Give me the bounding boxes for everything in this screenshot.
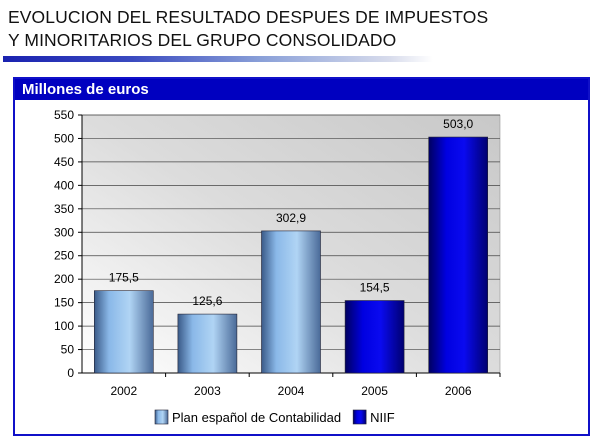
- bar-2003: [177, 313, 238, 374]
- title-line-2: Y MINORITARIOS DEL GRUPO CONSOLIDADO: [8, 30, 397, 50]
- data-label: 302,9: [276, 211, 306, 225]
- data-label: 503,0: [443, 117, 473, 131]
- chart-panel: Millones de euros: [13, 77, 590, 436]
- y-tick-label: 450: [54, 155, 74, 169]
- bar-2006: [428, 136, 489, 374]
- x-tick-label: 2005: [361, 384, 388, 398]
- y-tick-label: 500: [54, 131, 74, 145]
- legend-swatch-0: [154, 409, 169, 425]
- x-tick-label: 2003: [194, 384, 221, 398]
- y-tick-label: 400: [54, 178, 74, 192]
- title-divider: [3, 56, 433, 62]
- y-tick-label: 150: [54, 296, 74, 310]
- title-line-1: EVOLUCION DEL RESULTADO DESPUES DE IMPUE…: [8, 7, 489, 27]
- y-tick-label: 0: [67, 366, 74, 380]
- x-tick-label: 2006: [445, 384, 472, 398]
- x-tick-label: 2004: [278, 384, 305, 398]
- bar-2004: [261, 230, 321, 374]
- data-label: 154,5: [360, 281, 390, 295]
- y-tick-label: 350: [54, 202, 74, 216]
- y-tick-label: 250: [54, 249, 74, 263]
- bar-2005: [344, 300, 405, 374]
- y-tick-label: 550: [54, 108, 74, 122]
- data-label: 125,6: [192, 294, 222, 308]
- y-tick-label: 50: [61, 343, 75, 357]
- data-label: 175,5: [109, 271, 139, 285]
- bar-2002: [94, 290, 154, 374]
- page-title: EVOLUCION DEL RESULTADO DESPUES DE IMPUE…: [8, 6, 488, 52]
- legend-label: Plan español de Contabilidad: [172, 410, 341, 425]
- y-tick-label: 200: [54, 272, 74, 286]
- x-tick-label: 2002: [110, 384, 137, 398]
- legend-swatch-1: [352, 409, 367, 425]
- legend-label: NIIF: [370, 410, 395, 425]
- y-tick-label: 300: [54, 225, 74, 239]
- panel-title: Millones de euros: [15, 79, 588, 100]
- y-tick-label: 100: [54, 319, 74, 333]
